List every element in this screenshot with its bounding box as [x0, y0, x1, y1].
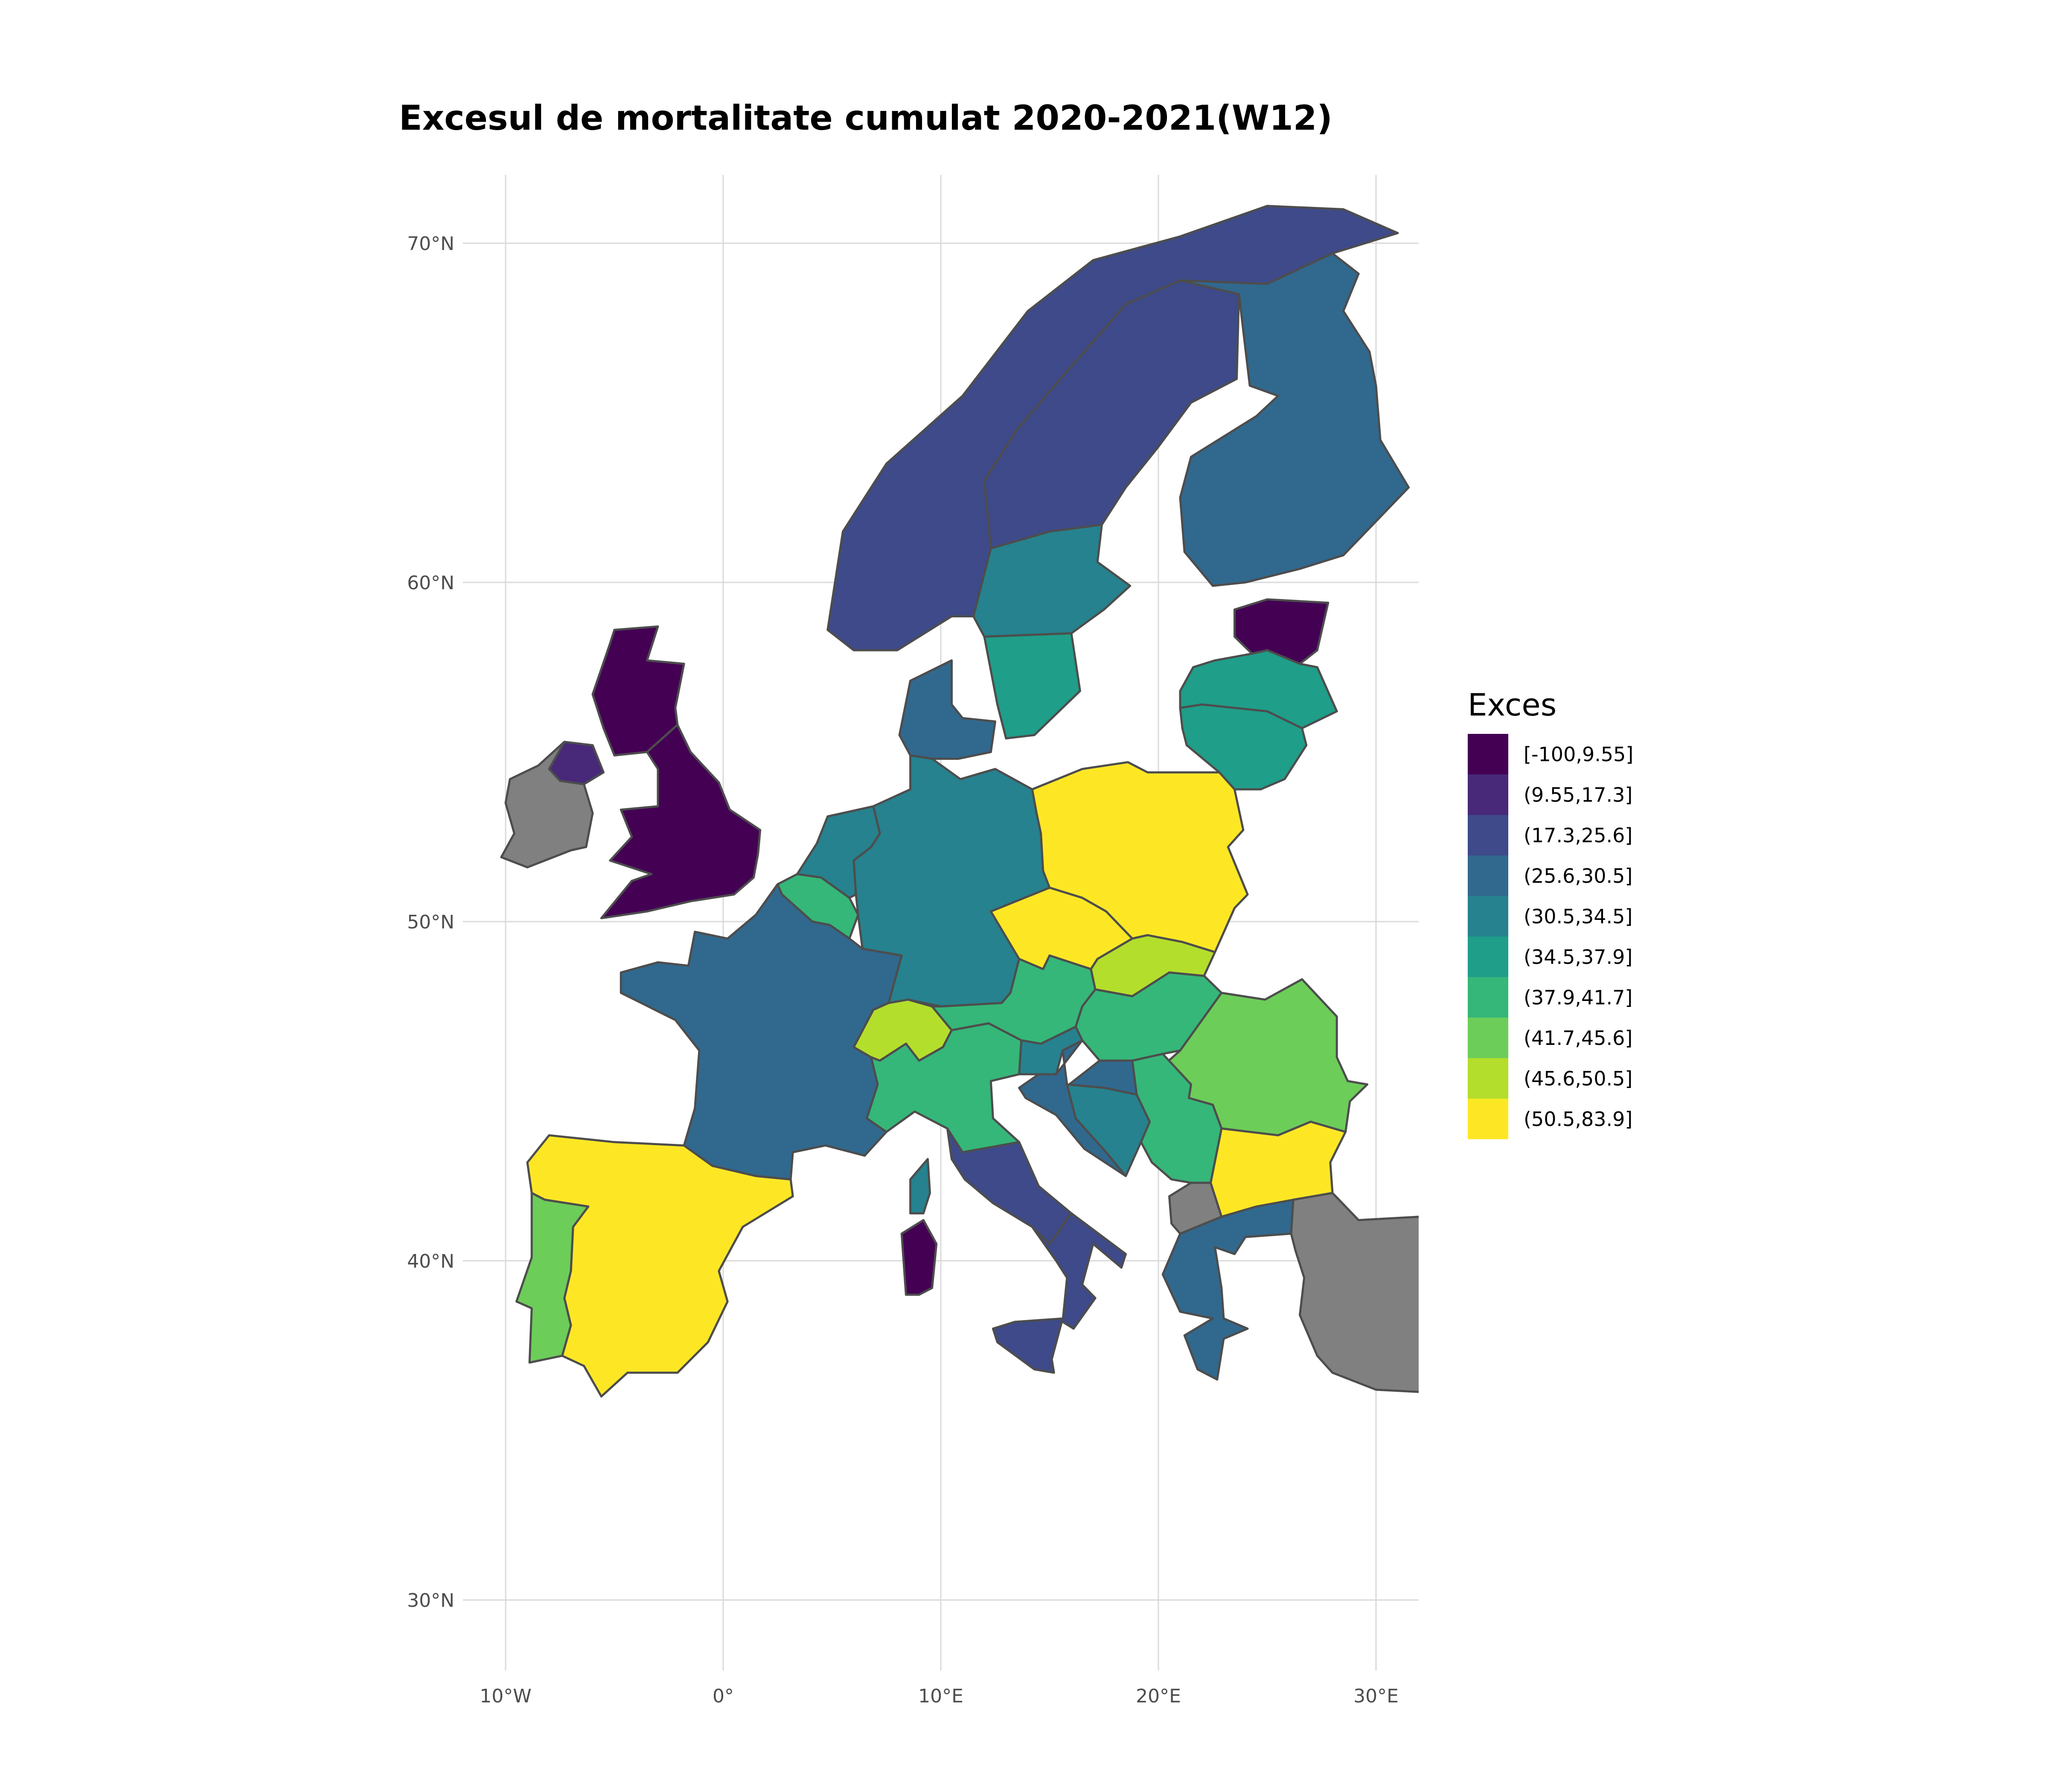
legend-label: (30.5,34.5]: [1524, 905, 1633, 928]
country-shapes: [500, 205, 1419, 1398]
legend-swatch: [1468, 815, 1508, 855]
region-sicily: [992, 1317, 1064, 1374]
x-tick-label: 0°: [713, 1685, 734, 1707]
legend-item: (9.55,17.3]: [1468, 774, 1633, 815]
region-portugal: [515, 1192, 590, 1364]
legend-item: [-100,9.55]: [1468, 734, 1633, 774]
region-lithuania: [1179, 703, 1308, 791]
legend-item: (50.5,83.9]: [1468, 1099, 1633, 1139]
legend-title: Exces: [1468, 687, 1557, 723]
legend-swatch: [1468, 977, 1508, 1018]
region-sweden-south: [983, 632, 1081, 740]
region-turkey: [1290, 1192, 1419, 1393]
region-bosnia: [1066, 1083, 1151, 1177]
legend-item: (34.5,37.9]: [1468, 937, 1633, 977]
x-tick-label: 10°W: [480, 1685, 532, 1707]
legend-swatch: [1468, 1018, 1508, 1058]
region-finland: [1179, 252, 1410, 587]
legend-swatch: [1468, 734, 1508, 774]
region-slovenia: [1018, 1025, 1083, 1076]
x-tick-label: 20°E: [1136, 1685, 1181, 1707]
legend-swatch: [1468, 774, 1508, 815]
legend: Exces [-100,9.55] (9.55,17.3] (17.3,25.6] (…: [1468, 687, 1633, 1139]
x-axis-labels: 10°W 0° 10°E 20°E 30°E: [480, 1685, 1399, 1707]
legend-item: (41.7,45.6]: [1468, 1018, 1633, 1058]
region-north-macedonia: [1168, 1181, 1223, 1235]
x-tick-label: 30°E: [1353, 1685, 1399, 1707]
legend-swatch: [1468, 937, 1508, 977]
legend-items: [-100,9.55] (9.55,17.3] (17.3,25.6] (25.6,3…: [1468, 734, 1633, 1139]
region-corsica: [909, 1158, 931, 1215]
y-tick-label: 40°N: [407, 1251, 454, 1272]
y-tick-label: 60°N: [407, 572, 454, 594]
region-scotland: [591, 625, 685, 756]
legend-label: (37.9,41.7]: [1524, 986, 1633, 1009]
x-tick-label: 10°E: [918, 1685, 963, 1707]
legend-item: (30.5,34.5]: [1468, 896, 1633, 937]
legend-label: (9.55,17.3]: [1524, 783, 1633, 806]
region-ireland: [500, 741, 594, 869]
legend-item: (45.6,50.5]: [1468, 1058, 1633, 1099]
region-sweden-north: [983, 279, 1240, 550]
region-france: [620, 883, 903, 1181]
legend-item: (25.6,30.5]: [1468, 855, 1633, 896]
legend-item: (17.3,25.6]: [1468, 815, 1633, 855]
legend-label: (50.5,83.9]: [1524, 1107, 1633, 1131]
map-title: Excesul de mortalitate cumulat 2020-2021…: [399, 98, 1332, 138]
legend-label: (45.6,50.5]: [1524, 1067, 1633, 1090]
legend-swatch: [1468, 1058, 1508, 1099]
legend-label: (41.7,45.6]: [1524, 1026, 1633, 1050]
legend-swatch: [1468, 1099, 1508, 1139]
y-tick-label: 70°N: [407, 233, 454, 255]
legend-label: (34.5,37.9]: [1524, 945, 1633, 969]
y-axis-labels: 70°N 60°N 50°N 40°N 30°N: [407, 233, 454, 1612]
region-greece: [1161, 1199, 1295, 1381]
legend-swatch: [1468, 896, 1508, 937]
y-tick-label: 30°N: [407, 1590, 454, 1612]
legend-label: [-100,9.55]: [1524, 742, 1634, 766]
region-italy-south: [1031, 1212, 1127, 1330]
legend-item: (37.9,41.7]: [1468, 977, 1633, 1018]
legend-label: (25.6,30.5]: [1524, 864, 1633, 887]
region-sardinia: [900, 1219, 938, 1296]
region-england-wales: [600, 724, 762, 919]
legend-swatch: [1468, 855, 1508, 896]
region-denmark: [898, 659, 996, 760]
y-tick-label: 50°N: [407, 911, 454, 933]
legend-label: (17.3,25.6]: [1524, 823, 1633, 847]
